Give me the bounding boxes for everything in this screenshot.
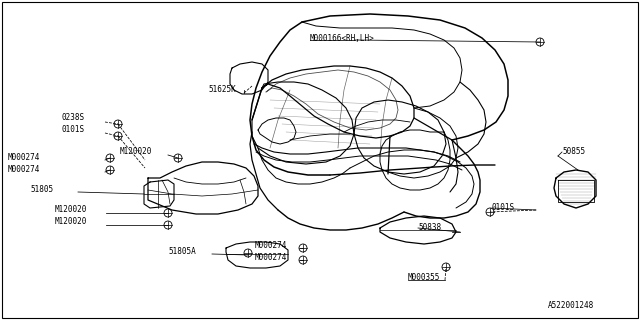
- Text: 51625K: 51625K: [208, 85, 236, 94]
- Text: M000274: M000274: [255, 242, 287, 251]
- Text: M000355: M000355: [408, 274, 440, 283]
- Text: M000166<RH,LH>: M000166<RH,LH>: [310, 34, 375, 43]
- Text: M000274: M000274: [255, 253, 287, 262]
- Text: M120020: M120020: [55, 218, 88, 227]
- Text: 0238S: 0238S: [62, 114, 85, 123]
- Text: 51805: 51805: [30, 186, 53, 195]
- Text: 51805A: 51805A: [168, 247, 196, 257]
- Text: 50838: 50838: [418, 223, 441, 233]
- Text: M000274: M000274: [8, 154, 40, 163]
- Text: M000274: M000274: [8, 165, 40, 174]
- Text: 0101S: 0101S: [62, 125, 85, 134]
- Text: M120020: M120020: [120, 148, 152, 156]
- Text: A522001248: A522001248: [548, 300, 595, 309]
- Text: 0101S: 0101S: [492, 204, 515, 212]
- Text: 50855: 50855: [562, 148, 585, 156]
- Text: M120020: M120020: [55, 205, 88, 214]
